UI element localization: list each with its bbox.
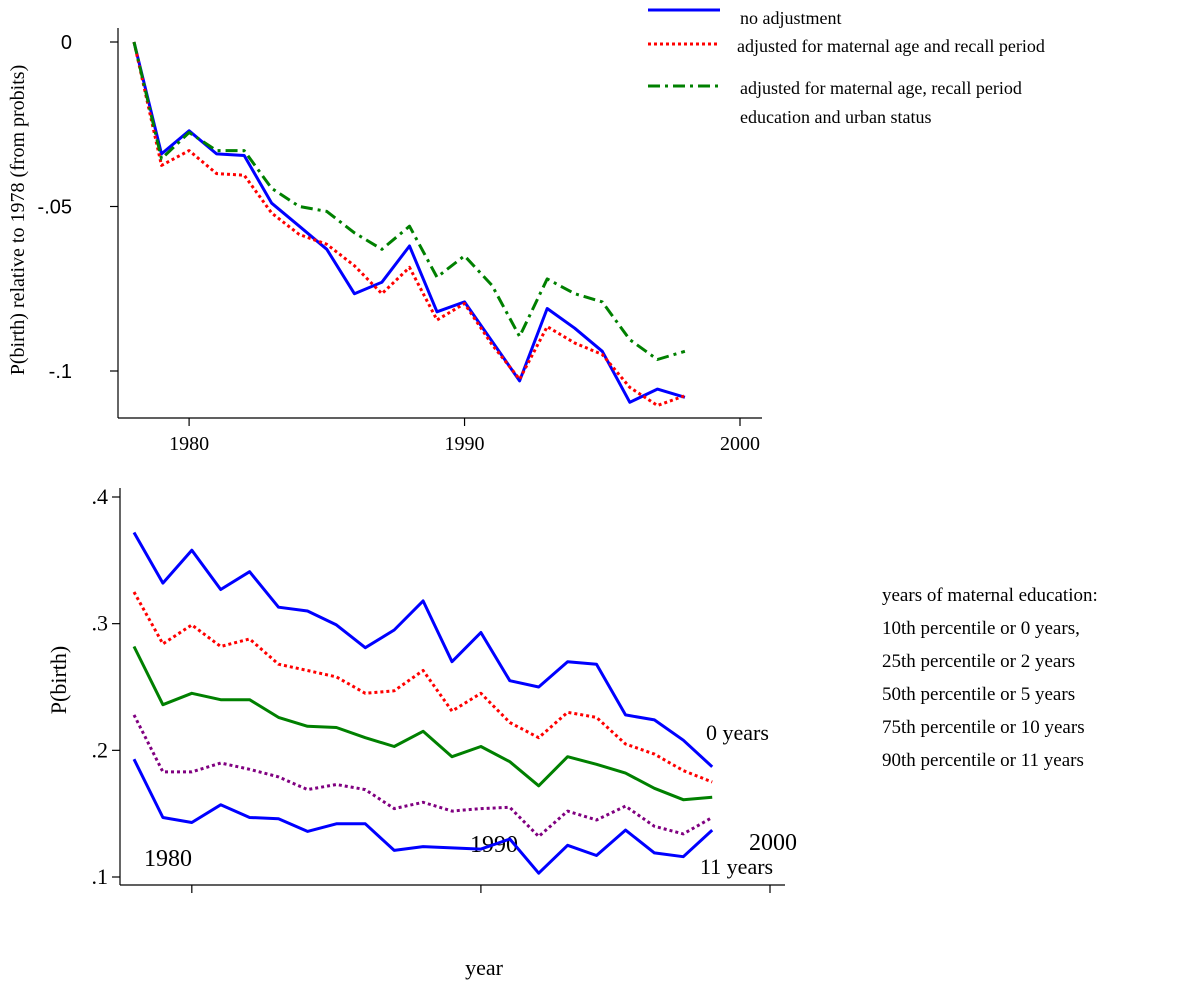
top-series-group — [132, 41, 686, 407]
y-tick-label: .2 — [92, 737, 109, 762]
series-line-2 — [132, 591, 713, 784]
legend-label-maternal-age: adjusted for maternal age and recall per… — [737, 36, 1045, 56]
legend-entry: 75th percentile or 10 years — [882, 717, 1085, 738]
y-tick-label: -.1 — [49, 361, 72, 383]
series-line-3 — [132, 645, 713, 802]
top-y-ticks: 0 -.05 -.1 — [38, 32, 118, 383]
legend-entry: 25th percentile or 2 years — [882, 651, 1075, 672]
series-line-5 — [132, 758, 714, 875]
y-tick-label: 0 — [61, 32, 72, 54]
series-line-4 — [132, 714, 713, 838]
legend-heading: years of maternal education: — [882, 585, 1098, 606]
legend-entry: 50th percentile or 5 years — [882, 684, 1075, 705]
legend-entry: 90th percentile or 11 years — [882, 750, 1084, 771]
series-line-3 — [132, 41, 686, 361]
bottom-legend-text: years of maternal education: 10th percent… — [882, 585, 1098, 771]
series-line-1 — [132, 41, 686, 404]
y-tick-label: .1 — [92, 864, 109, 889]
series-line-1 — [132, 531, 714, 768]
series-line-2 — [132, 41, 686, 407]
bottom-x-axis-label: year — [465, 955, 504, 980]
x-tick-label: 1980 — [169, 433, 209, 455]
top-chart-panel: 0 -.05 -.1 1980 1990 2000 P(birth) relative … — [7, 8, 1045, 455]
legend-label-full-adjustment-line2: education and urban status — [740, 107, 931, 127]
x-tick-label: 1980 — [144, 846, 192, 872]
x-tick-label: 1990 — [445, 433, 485, 455]
legend-entry: 10th percentile or 0 years, — [882, 618, 1080, 639]
y-tick-label: .3 — [92, 611, 109, 636]
legend-label-full-adjustment-line1: adjusted for maternal age, recall period — [740, 78, 1022, 98]
top-x-ticks: 1980 1990 2000 — [169, 418, 760, 455]
bottom-annotations: 0 years 11 years — [700, 720, 773, 879]
bottom-series-group — [132, 531, 714, 875]
x-tick-label: 2000 — [749, 830, 797, 856]
annotation-label: 0 years — [706, 720, 769, 745]
annotation-label: 11 years — [700, 854, 773, 879]
legend-label-no-adjustment: no adjustment — [740, 8, 842, 28]
y-tick-label: .4 — [92, 484, 109, 509]
bottom-y-axis-label: P(birth) — [46, 646, 71, 714]
top-y-axis-label: P(birth) relative to 1978 (from probits) — [7, 65, 29, 376]
bottom-y-ticks: .4 .3 .2 .1 — [92, 484, 120, 889]
top-legend: no adjustment adjusted for maternal age … — [648, 8, 1045, 127]
y-tick-label: -.05 — [38, 197, 72, 219]
x-tick-label: 2000 — [720, 433, 760, 455]
